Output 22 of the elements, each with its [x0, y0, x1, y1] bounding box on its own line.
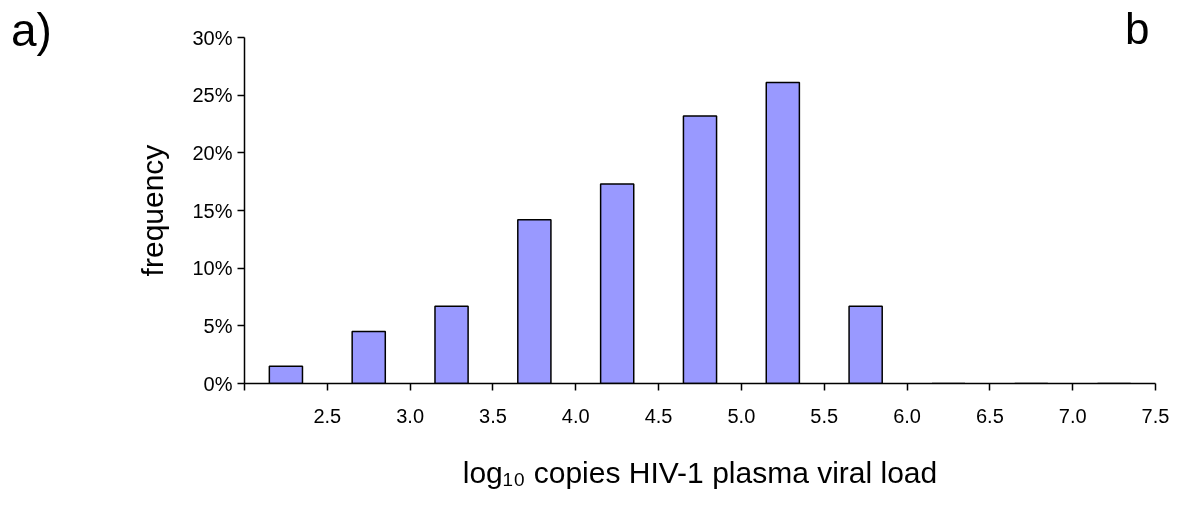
x-tick-label: 2.5	[313, 404, 342, 427]
y-tick-label: 10%	[192, 257, 233, 280]
text: a)	[11, 4, 52, 56]
y-tick-label: 15%	[192, 199, 233, 222]
x-tick-label: 5.5	[810, 404, 839, 427]
x-tick-label: 4.0	[561, 404, 590, 427]
y-axis-title: frequency	[136, 144, 170, 277]
x-tick-label: 4.5	[644, 404, 673, 427]
y-tick-label: 20%	[192, 141, 233, 164]
y-tick-label: 25%	[192, 84, 233, 107]
y-tick-label: 5%	[203, 314, 233, 337]
x-axis-title: log₁₀ copies HIV-1 plasma viral load	[462, 455, 938, 489]
x-tick-label: 6.0	[893, 404, 921, 427]
x-tick-label: 3.5	[479, 404, 507, 427]
x-tick-label: 3.0	[396, 404, 425, 427]
x-tick-label: 7.5	[1141, 404, 1170, 427]
x-tick-label: 6.5	[975, 404, 1004, 427]
x-tick-label: 5.0	[727, 404, 756, 427]
x-tick-label: 7.0	[1058, 404, 1087, 427]
annotation: b	[1125, 4, 1150, 54]
y-tick-label: 30%	[192, 26, 233, 49]
y-tick-label: 0%	[203, 372, 233, 395]
